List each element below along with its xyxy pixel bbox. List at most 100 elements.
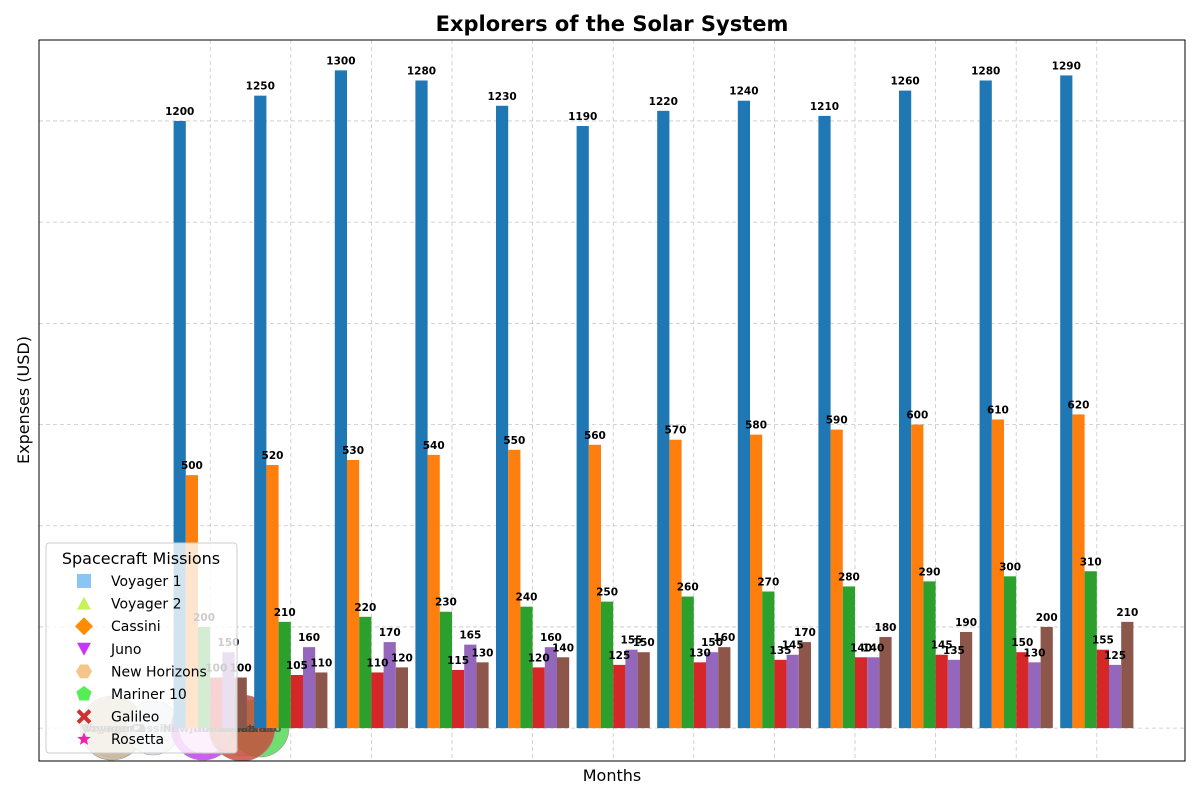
bar-value-label: 145 — [782, 640, 804, 652]
bar — [613, 665, 625, 728]
bar — [694, 662, 706, 728]
bar-value-label: 620 — [1068, 399, 1090, 411]
bar-value-label: 120 — [528, 652, 550, 664]
bar-value-label: 1250 — [246, 81, 275, 93]
legend-title: Spacecraft Missions — [62, 549, 220, 568]
bar — [787, 655, 799, 728]
bar-value-label: 500 — [181, 460, 203, 472]
bar-value-label: 170 — [379, 627, 401, 639]
bar — [1016, 652, 1028, 728]
bar — [533, 667, 545, 728]
bar-value-label: 130 — [472, 647, 494, 659]
bar — [254, 96, 266, 728]
bar-value-label: 210 — [274, 607, 296, 619]
bar — [923, 581, 935, 728]
bar-value-label: 1220 — [649, 96, 678, 108]
bar — [738, 101, 750, 728]
bar-value-label: 230 — [435, 597, 457, 609]
bar — [762, 592, 774, 729]
x-axis-label: Months — [583, 766, 641, 785]
bar-value-label: 290 — [919, 566, 941, 578]
bar — [1004, 576, 1016, 728]
legend: Spacecraft Missions Voyager 1 Voyager 2 Ca… — [46, 543, 237, 753]
bar-value-label: 140 — [862, 642, 884, 654]
bar — [557, 657, 569, 728]
bar — [855, 657, 867, 728]
legend-entry-label: New Horizons — [111, 664, 207, 680]
bar-value-label: 310 — [1080, 556, 1102, 568]
bar-value-label: 1280 — [407, 65, 436, 77]
bar — [396, 667, 408, 728]
bar-value-label: 135 — [943, 645, 965, 657]
legend-entry-label: Voyager 2 — [111, 597, 182, 613]
bar-value-label: 590 — [826, 415, 848, 427]
bar-value-label: 160 — [713, 632, 735, 644]
bar — [415, 80, 427, 728]
bar — [657, 111, 669, 728]
bar-value-label: 250 — [596, 587, 618, 599]
bar — [1121, 622, 1133, 728]
bar-value-label: 150 — [633, 637, 655, 649]
bar-value-label: 125 — [1104, 650, 1126, 662]
legend-entry-label: Rosetta — [111, 732, 164, 748]
bar — [1085, 571, 1097, 728]
bar-value-label: 580 — [745, 420, 767, 432]
bar — [992, 419, 1004, 728]
bar-value-label: 105 — [286, 660, 308, 672]
bar — [347, 460, 359, 728]
bar — [315, 672, 327, 728]
bar — [335, 70, 347, 728]
bar — [496, 106, 508, 728]
bar-value-label: 160 — [298, 632, 320, 644]
bar-value-label: 570 — [665, 425, 687, 437]
legend-entry-label: Cassini — [111, 619, 161, 635]
bar-value-label: 240 — [516, 592, 538, 604]
bar — [266, 465, 278, 728]
bar-value-label: 1200 — [165, 106, 194, 118]
bar-value-label: 520 — [262, 450, 284, 462]
bar-value-label: 125 — [608, 650, 630, 662]
bar-value-label: 130 — [1024, 647, 1046, 659]
bar-value-label: 1300 — [326, 55, 355, 67]
bar — [948, 660, 960, 728]
bar — [508, 450, 520, 728]
bar-value-label: 120 — [391, 652, 413, 664]
bar — [359, 617, 371, 728]
bar-value-label: 530 — [342, 445, 364, 457]
bar-value-label: 610 — [987, 404, 1009, 416]
bar — [577, 126, 589, 728]
legend-entry-label: Voyager 1 — [111, 574, 182, 590]
bar-value-label: 1280 — [971, 65, 1000, 77]
square-marker-icon — [77, 574, 91, 588]
bar-value-label: 1290 — [1052, 60, 1081, 72]
bar — [279, 622, 291, 728]
bar-value-label: 550 — [503, 435, 525, 447]
bar-value-label: 180 — [875, 622, 897, 634]
bar — [774, 660, 786, 728]
bar — [1109, 665, 1121, 728]
legend-entry-label: Mariner 10 — [111, 687, 187, 703]
y-axis-label: Expenses (USD) — [14, 336, 33, 464]
bar — [428, 455, 440, 728]
legend-entry-label: Galileo — [111, 710, 159, 726]
bar-value-label: 155 — [1092, 635, 1114, 647]
bar-value-label: 1190 — [568, 111, 597, 123]
bar-value-label: 210 — [1116, 607, 1138, 619]
bar — [682, 597, 694, 729]
bar-value-label: 220 — [354, 602, 376, 614]
bar — [706, 652, 718, 728]
bar-value-label: 1260 — [890, 76, 919, 88]
bar — [936, 655, 948, 728]
bar — [601, 602, 613, 728]
bar — [718, 647, 730, 728]
bar — [867, 657, 879, 728]
bar-value-label: 165 — [459, 630, 481, 642]
bar — [440, 612, 452, 728]
bar — [452, 670, 464, 728]
bar-value-label: 560 — [584, 430, 606, 442]
bar-value-label: 170 — [794, 627, 816, 639]
bar-value-label: 140 — [552, 642, 574, 654]
bar-value-label: 200 — [1036, 612, 1058, 624]
